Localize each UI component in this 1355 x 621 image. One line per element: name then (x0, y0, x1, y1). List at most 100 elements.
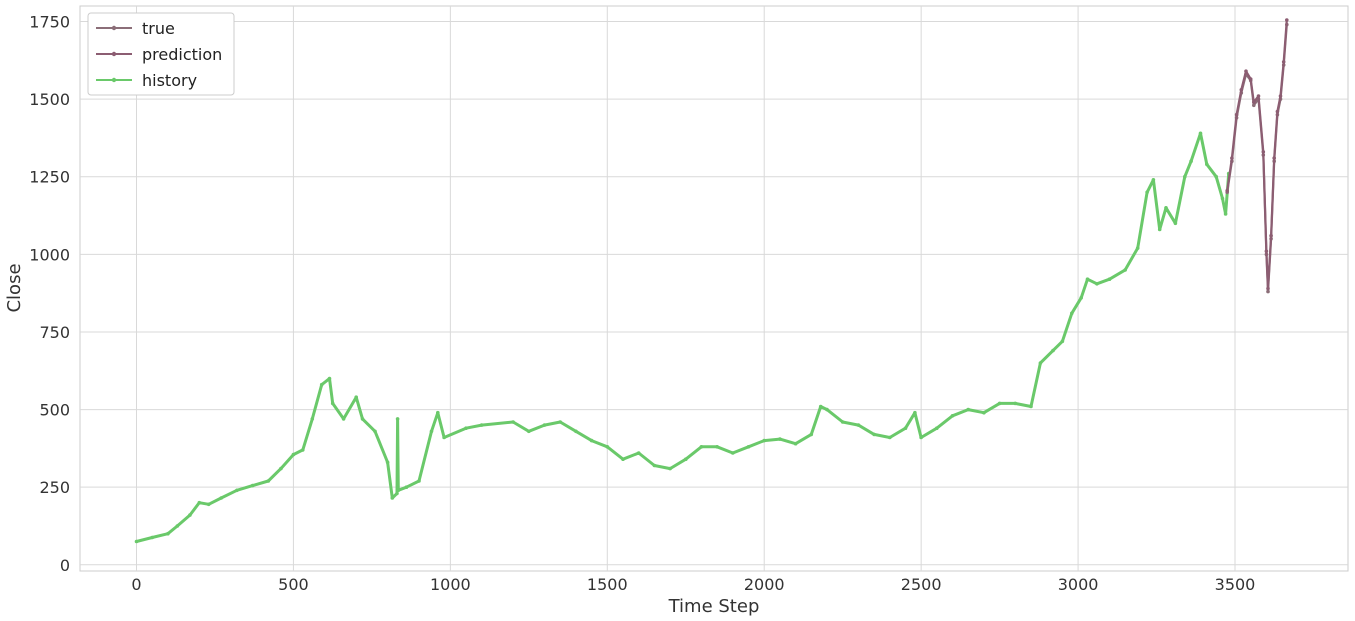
data-point-history (919, 435, 923, 440)
data-point-history (390, 496, 395, 500)
data-point-history (442, 435, 446, 440)
data-point-prediction (1252, 100, 1256, 104)
data-point-history (825, 407, 829, 412)
data-point-history (479, 423, 484, 427)
data-point-history (436, 410, 440, 415)
data-point-history (1220, 196, 1225, 201)
data-point-history (527, 429, 531, 434)
data-point-history (250, 483, 255, 488)
legend-marker-prediction (111, 51, 117, 57)
data-point-history (1183, 174, 1187, 179)
x-tick-label: 500 (278, 575, 309, 594)
grid (80, 6, 1348, 571)
data-point-prediction (1266, 286, 1270, 291)
data-point-history (793, 441, 798, 446)
data-point-history (542, 423, 547, 427)
data-point-history (206, 502, 211, 507)
legend-marker-history (111, 77, 117, 83)
data-point-prediction (1244, 69, 1248, 73)
data-point-history (636, 451, 641, 455)
data-point-history (1173, 221, 1178, 226)
data-point-history (166, 531, 170, 536)
data-point-history (1107, 277, 1112, 282)
data-point-history (417, 479, 421, 483)
y-tick-label: 500 (39, 401, 70, 420)
data-point-history (330, 401, 335, 406)
data-point-prediction (1272, 156, 1276, 160)
data-point-history (715, 445, 719, 449)
data-point-history (395, 417, 400, 421)
data-point-history (310, 417, 315, 421)
data-point-history (1085, 277, 1090, 282)
legend-label-prediction: prediction (142, 45, 222, 64)
y-tick-label: 0 (60, 556, 70, 575)
data-point-prediction (1248, 77, 1253, 81)
data-point-prediction (1269, 233, 1273, 238)
data-point-prediction (1281, 60, 1286, 64)
data-point-history (279, 466, 283, 471)
x-tick-label: 3000 (1058, 575, 1099, 594)
legend-label-history: history (142, 71, 197, 90)
data-point-history (291, 452, 296, 457)
data-point-prediction (1285, 18, 1289, 22)
data-point-history (856, 423, 861, 427)
x-tick-label: 3500 (1215, 575, 1256, 594)
data-point-history (175, 524, 180, 528)
data-point-history (888, 435, 892, 440)
x-tick-label: 0 (131, 575, 141, 594)
data-point-history (1013, 401, 1018, 406)
y-tick-label: 750 (39, 323, 70, 342)
data-point-history (1157, 227, 1162, 232)
legend-marker-true (111, 25, 117, 31)
data-point-history (950, 414, 955, 418)
data-point-history (235, 488, 239, 493)
data-point-history (188, 513, 192, 517)
y-tick-label: 250 (39, 478, 70, 497)
data-point-history (1070, 311, 1074, 316)
data-point-history (652, 463, 657, 468)
data-point-history (872, 432, 876, 437)
data-point-history (778, 437, 782, 441)
data-point-history (1060, 339, 1065, 344)
data-point-true (1252, 103, 1256, 108)
data-point-history (1151, 178, 1156, 182)
data-point-history (1123, 268, 1127, 272)
data-point-history (903, 426, 908, 431)
data-point-history (699, 445, 704, 449)
y-axis-label: Close (4, 263, 25, 312)
data-point-history (935, 426, 939, 431)
data-point-history (404, 485, 409, 490)
data-point-prediction (1225, 188, 1229, 193)
y-tick-label: 1500 (29, 90, 70, 109)
data-point-history (197, 500, 202, 505)
data-point-history (589, 438, 594, 443)
legend-box (87, 12, 235, 96)
data-point-history (746, 445, 751, 449)
data-point-history (605, 445, 610, 449)
data-point-prediction (1275, 109, 1280, 114)
data-point-history (1051, 348, 1055, 353)
x-tick-label: 1500 (587, 575, 628, 594)
data-point-true (1266, 289, 1270, 294)
x-tick-label: 1000 (430, 575, 471, 594)
data-point-history (1205, 162, 1209, 167)
data-point-history (385, 460, 390, 465)
data-point-history (558, 420, 562, 424)
data-point-history (327, 376, 332, 381)
data-point-history (1164, 206, 1168, 210)
data-point-history (360, 417, 365, 421)
data-point-history (1095, 282, 1099, 286)
data-point-history (341, 417, 346, 421)
data-point-prediction (1278, 94, 1283, 98)
data-point-history (395, 491, 399, 496)
data-point-history (966, 407, 970, 412)
y-tick-label: 1750 (29, 13, 70, 32)
data-point-history (762, 438, 766, 443)
x-axis-label: Time Step (668, 596, 760, 617)
data-point-history (511, 420, 515, 424)
data-point-history (1038, 361, 1043, 365)
data-point-history (1079, 296, 1083, 300)
data-point-history (982, 410, 986, 415)
data-point-history (1029, 404, 1033, 409)
